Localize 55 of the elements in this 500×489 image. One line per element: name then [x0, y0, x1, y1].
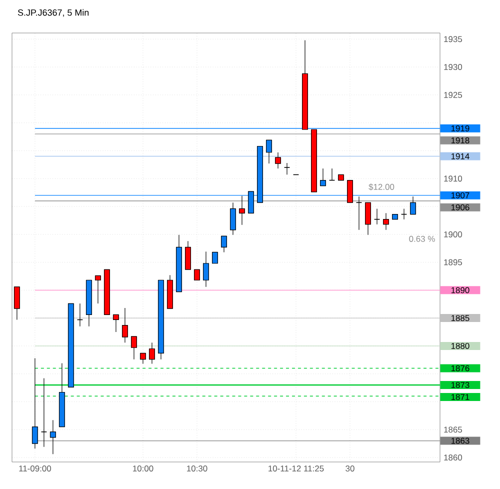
ref-line-label: 1873	[451, 382, 470, 388]
ref-line-label: 1906	[451, 204, 470, 210]
ref-line-label: 1863	[451, 438, 470, 444]
x-tick-label: 30	[346, 466, 354, 472]
candlestick	[140, 352, 146, 364]
ref-line-label: 1907	[451, 192, 470, 198]
candlestick	[122, 308, 128, 343]
candlestick	[130, 336, 137, 360]
x-tick-label: 10:30	[187, 466, 208, 472]
candlestick	[220, 236, 227, 253]
ref-line-label: 1876	[451, 365, 470, 372]
y-tick-label: 1930	[444, 64, 462, 70]
candlestick	[365, 202, 372, 236]
candlestick	[230, 202, 236, 236]
candlestick	[202, 251, 209, 288]
x-tick-label: 10-11-12 11:25	[268, 466, 324, 472]
x-tick-label: 11-09:00	[19, 466, 52, 472]
y-tick-label: 1900	[444, 231, 462, 238]
y-tick-label: 1895	[444, 259, 462, 266]
y-tick-label: 1865	[444, 426, 462, 433]
candlestick	[14, 286, 20, 320]
candlestick	[266, 140, 272, 164]
candlestick	[320, 168, 326, 186]
candlestick	[112, 314, 119, 332]
candlestick	[238, 196, 245, 226]
candlestick	[410, 196, 416, 215]
candlestick	[248, 191, 254, 214]
candlestick	[94, 275, 101, 304]
x-tick-label: 10:00	[133, 466, 154, 472]
candlestick	[184, 240, 191, 270]
candlestick	[356, 196, 362, 230]
candlestick	[212, 252, 218, 264]
candlestick	[40, 378, 48, 448]
annotation: 0.63 %	[409, 236, 435, 242]
ref-line-label: 1919	[451, 125, 470, 132]
y-tick-label: 1925	[444, 92, 462, 98]
candlestick	[50, 420, 56, 454]
candlestick	[284, 162, 290, 175]
ref-line-label: 1871	[451, 394, 470, 400]
ref-line-label: 1914	[451, 153, 470, 160]
candlestick	[274, 152, 281, 169]
candlestick	[347, 180, 353, 203]
candlestick	[32, 358, 38, 449]
y-tick-label: 1860	[444, 454, 462, 461]
ref-line-label: 1890	[451, 287, 470, 294]
y-tick-label: 1910	[444, 176, 462, 182]
ref-line-label: 1918	[451, 137, 470, 144]
chart-title: S.JP.J6367, 5 Min	[18, 9, 89, 17]
candlestick	[383, 212, 390, 230]
ref-line-label: 1880	[451, 342, 470, 349]
annotation: $12.00	[368, 184, 394, 190]
candlestick	[194, 269, 200, 280]
ref-line-label: 1885	[451, 315, 470, 322]
y-tick-label: 1935	[444, 36, 462, 42]
candlestick	[148, 342, 155, 364]
